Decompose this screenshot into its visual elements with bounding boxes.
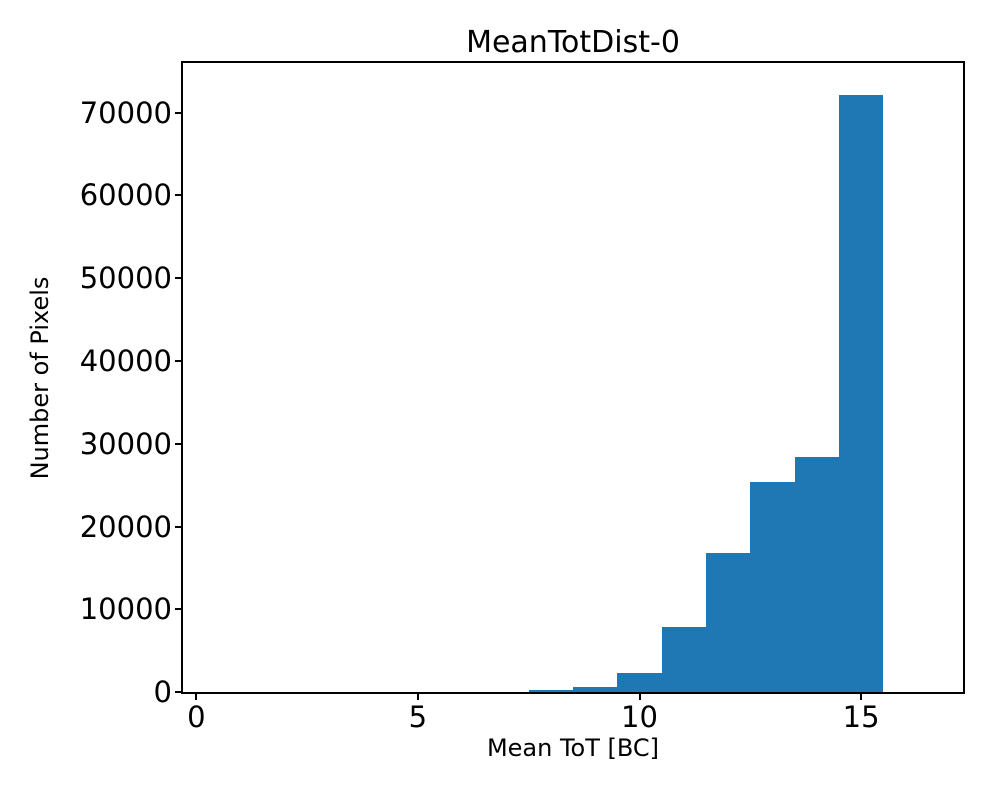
histogram-bar <box>794 457 839 692</box>
y-tick-label: 70000 <box>79 95 172 130</box>
y-tick <box>175 194 181 197</box>
y-tick <box>175 525 181 528</box>
y-tick <box>175 359 181 362</box>
x-tick-label: 0 <box>187 700 206 734</box>
y-tick-label: 50000 <box>79 261 172 296</box>
y-tick-label: 0 <box>153 675 172 709</box>
x-tick <box>195 694 198 700</box>
y-tick <box>175 442 181 445</box>
y-tick-label: 40000 <box>79 343 172 378</box>
histogram-bar <box>706 553 751 692</box>
y-tick <box>175 608 181 611</box>
x-tick-label: 10 <box>621 700 658 734</box>
y-tick <box>175 691 181 693</box>
chart-title: MeanTotDist-0 <box>466 25 680 60</box>
histogram-bar <box>838 95 884 692</box>
x-tick <box>416 694 419 700</box>
y-tick <box>175 111 181 114</box>
histogram-bar <box>617 673 662 692</box>
x-tick-label: 5 <box>408 700 428 734</box>
x-axis-label: Mean ToT [BC] <box>486 734 660 762</box>
y-tick-label: 20000 <box>79 509 172 544</box>
x-tick <box>860 694 863 700</box>
plot-area <box>181 61 965 694</box>
y-tick-label: 10000 <box>79 592 172 627</box>
x-tick <box>638 694 641 700</box>
y-tick-label: 30000 <box>79 426 172 461</box>
histogram-bar <box>661 626 706 692</box>
histogram-bar <box>528 689 573 692</box>
y-tick-label: 60000 <box>79 178 172 213</box>
histogram-bar <box>750 481 795 692</box>
x-tick-label: 15 <box>842 700 880 734</box>
histogram-bar <box>573 687 618 692</box>
y-tick <box>175 277 181 280</box>
